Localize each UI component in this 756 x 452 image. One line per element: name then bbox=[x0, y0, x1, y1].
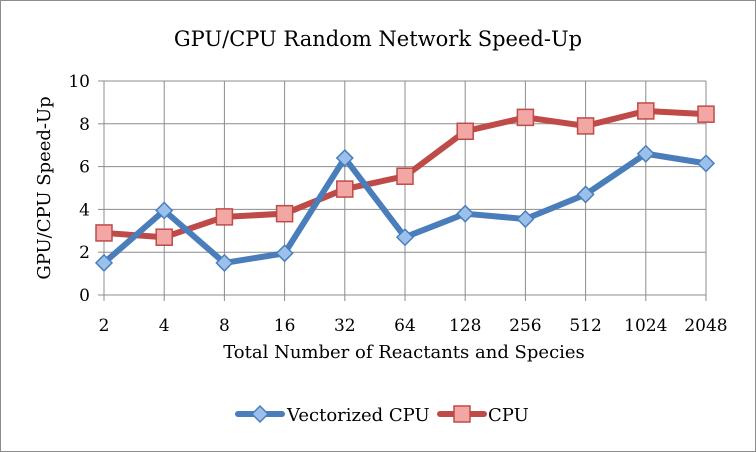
x-tick-label: 32 bbox=[334, 316, 356, 336]
y-tick-label: 2 bbox=[79, 243, 90, 263]
data-point-cpu bbox=[336, 180, 354, 198]
data-point-vectorized-cpu bbox=[155, 201, 174, 220]
x-tick-label: 256 bbox=[509, 316, 541, 336]
y-tick-label: 8 bbox=[79, 115, 90, 135]
x-tick-label: 1024 bbox=[624, 316, 667, 336]
y-tick-labels: 0 2 4 6 8 10 bbox=[68, 72, 90, 306]
data-point-vectorized-cpu bbox=[395, 228, 415, 247]
data-point-vectorized-cpu bbox=[516, 209, 535, 229]
data-point-vectorized-cpu bbox=[636, 144, 655, 163]
data-point-cpu bbox=[456, 122, 474, 141]
x-tick-labels: 2 4 8 16 32 64 128 256 512 1024 2048 bbox=[99, 316, 728, 336]
data-point-cpu bbox=[95, 224, 113, 242]
x-tick-label: 2048 bbox=[684, 316, 727, 336]
y-tick-label: 6 bbox=[79, 158, 90, 178]
legend-marker-vectorized-cpu bbox=[250, 404, 270, 424]
x-tick-label: 512 bbox=[569, 316, 601, 336]
data-point-cpu bbox=[637, 102, 655, 120]
y-tick-label: 10 bbox=[68, 72, 90, 92]
x-axis-label: Total Number of Reactants and Species bbox=[223, 342, 585, 363]
data-point-vectorized-cpu bbox=[215, 253, 234, 272]
data-point-vectorized-cpu bbox=[696, 154, 716, 173]
data-point-vectorized-cpu bbox=[576, 185, 595, 204]
data-point-vectorized-cpu bbox=[335, 148, 354, 168]
gridlines bbox=[104, 80, 707, 295]
chart-title: GPU/CPU Random Network Speed-Up bbox=[174, 27, 582, 51]
data-point-cpu bbox=[516, 108, 535, 127]
legend: Vectorized CPU CPU bbox=[235, 404, 529, 426]
data-point-cpu bbox=[697, 105, 715, 123]
data-point-cpu bbox=[275, 204, 294, 223]
legend-marker-cpu bbox=[453, 405, 471, 423]
data-point-cpu bbox=[215, 208, 234, 226]
legend-label-cpu: CPU bbox=[488, 405, 529, 426]
data-point-vectorized-cpu bbox=[456, 204, 475, 223]
series-lines bbox=[94, 102, 716, 272]
data-point-vectorized-cpu bbox=[275, 244, 294, 263]
y-tick-label: 0 bbox=[79, 286, 90, 306]
x-tick-label: 128 bbox=[449, 316, 481, 336]
data-point-cpu bbox=[155, 228, 173, 246]
x-tick-label: 2 bbox=[99, 316, 110, 336]
x-tick-label: 16 bbox=[274, 316, 296, 336]
y-tick-label: 4 bbox=[79, 200, 90, 220]
data-point-cpu bbox=[396, 167, 414, 185]
axes bbox=[98, 80, 707, 301]
data-point-cpu bbox=[576, 117, 595, 135]
x-tick-label: 8 bbox=[219, 316, 230, 336]
x-tick-label: 64 bbox=[394, 316, 416, 336]
legend-label-vectorized-cpu: Vectorized CPU bbox=[286, 405, 430, 426]
data-point-vectorized-cpu bbox=[94, 253, 114, 272]
y-axis-label: GPU/CPU Speed-Up bbox=[34, 96, 55, 279]
x-tick-label: 4 bbox=[159, 316, 170, 336]
